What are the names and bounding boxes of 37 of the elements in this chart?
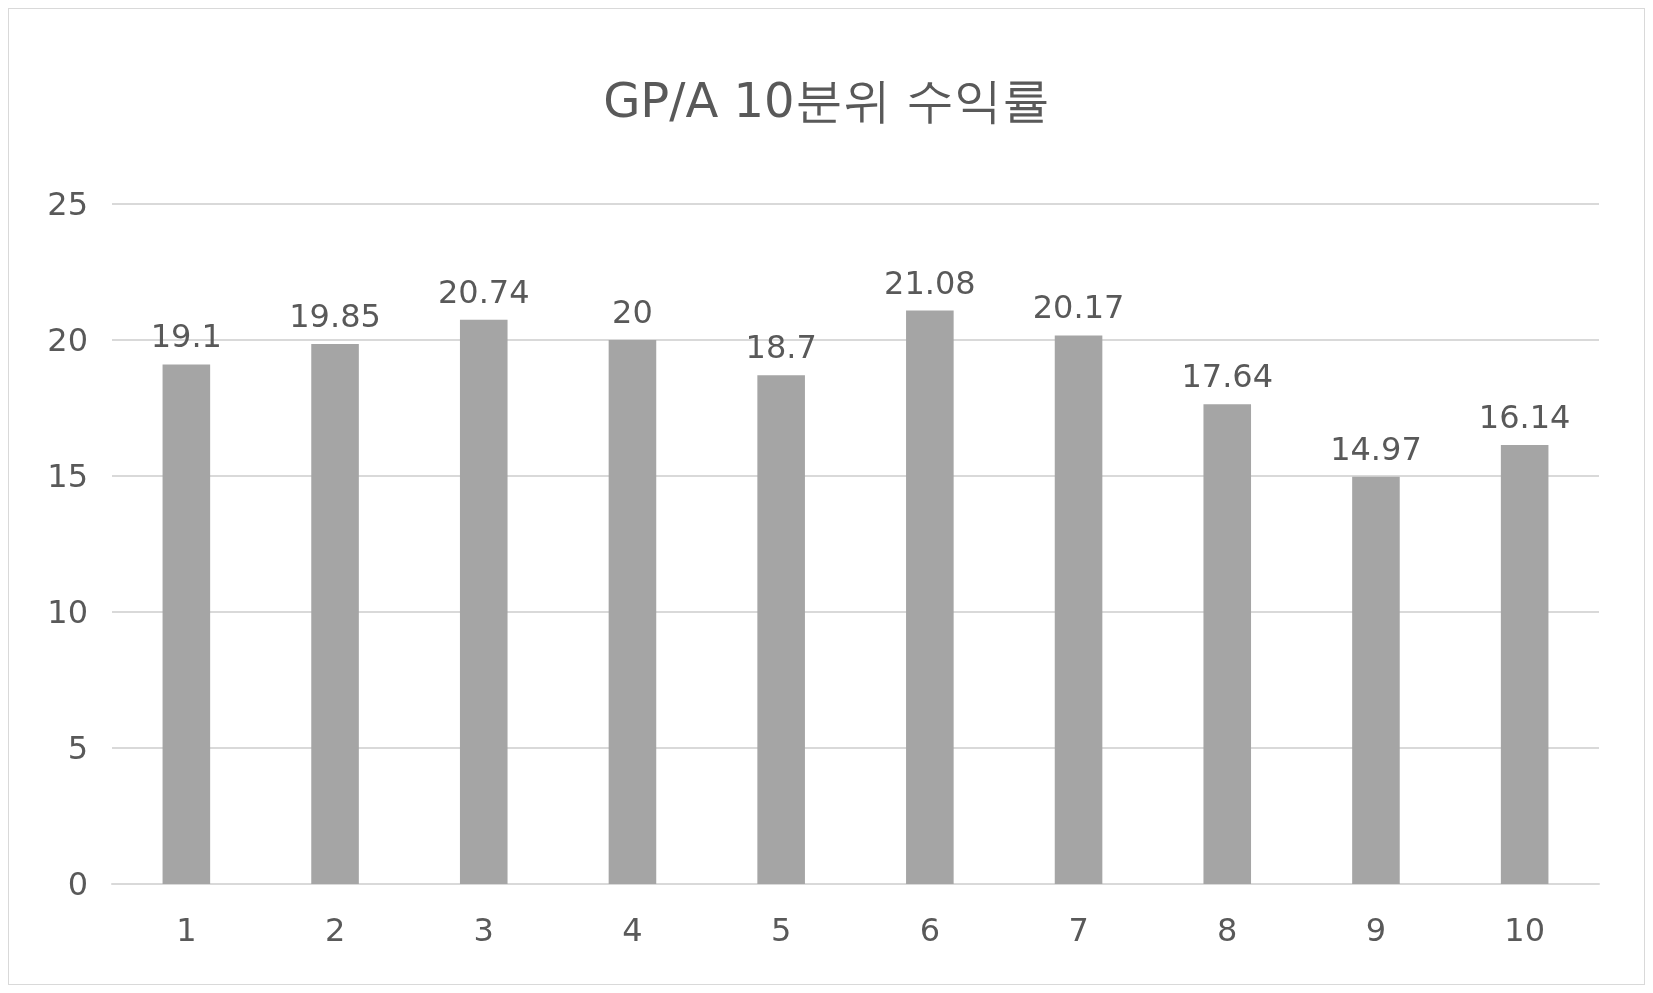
x-tick-label: 3	[473, 911, 494, 949]
data-label: 18.7	[745, 328, 817, 367]
bar	[311, 344, 359, 884]
bar	[1352, 476, 1400, 884]
x-tick-label: 4	[622, 911, 643, 949]
x-tick-label: 10	[1504, 911, 1546, 949]
x-tick-label: 8	[1217, 911, 1238, 949]
y-tick-label: 0	[67, 865, 88, 903]
data-label: 19.1	[150, 317, 222, 356]
data-label: 19.85	[289, 297, 381, 336]
y-tick-label: 10	[47, 593, 88, 631]
bar	[1203, 404, 1252, 884]
bar	[906, 310, 954, 884]
bar	[459, 319, 508, 884]
x-tick-label: 2	[324, 911, 346, 949]
bar	[162, 364, 211, 884]
y-tick-label: 15	[47, 457, 88, 495]
x-tick-label: 7	[1068, 911, 1089, 949]
y-tick-label: 20	[47, 321, 88, 359]
bar	[757, 375, 805, 884]
y-tick-label: 25	[47, 185, 88, 223]
data-label: 20.74	[437, 272, 530, 311]
bar	[1500, 444, 1549, 884]
y-tick-label: 5	[67, 729, 88, 767]
data-label: 20.17	[1032, 288, 1125, 327]
data-label: 21.08	[884, 263, 976, 302]
x-tick-label: 6	[919, 911, 941, 949]
x-tick-label: 5	[770, 911, 792, 949]
bar	[1054, 335, 1103, 884]
data-label: 17.64	[1181, 357, 1274, 396]
x-tick-label: 1	[176, 911, 197, 949]
data-label: 14.97	[1330, 429, 1422, 468]
chart-title: GP/A 10분위 수익률	[603, 72, 1050, 128]
bar	[608, 340, 657, 884]
data-label: 20	[612, 293, 653, 331]
x-tick-label: 9	[1365, 911, 1387, 949]
data-label: 16.14	[1478, 397, 1571, 436]
